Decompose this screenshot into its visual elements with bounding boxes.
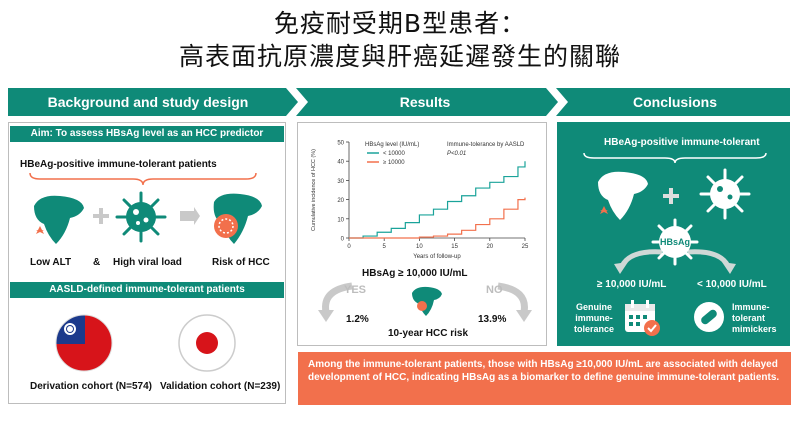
banner-conclusions: Conclusions — [632, 94, 717, 110]
derivation-label: Derivation cohort (N=574) — [30, 381, 152, 392]
virus-white-icon — [699, 168, 751, 220]
annotation-p: P<0.01 — [447, 151, 466, 157]
middle-panel — [297, 122, 547, 346]
risk-label: 10-year HCC risk — [388, 328, 469, 339]
page-title-line2: 高表面抗原濃度與肝癌延遲發生的關聯 — [178, 42, 621, 71]
yes-no-arrows — [318, 282, 532, 322]
aasld-bar: AASLD-defined immune-tolerant patients — [10, 282, 284, 298]
banner-arrows — [8, 88, 790, 116]
plus-icon — [93, 208, 109, 224]
low-alt-label: Low ALT — [30, 257, 72, 268]
incidence-chart: 0 10 20 30 40 50 0 5 10 15 20 25 Years of follow-up C… — [311, 141, 529, 261]
series-line-0 — [349, 161, 526, 239]
banner-background: Background and study design — [47, 94, 249, 110]
no-percent: 13.9% — [478, 314, 507, 325]
validation-label: Validation cohort (N=239) — [160, 381, 281, 392]
high-threshold-label: ≥ 10,000 IU/mL — [597, 279, 667, 290]
y-tick-label: 40 — [337, 160, 344, 166]
liver-white-icon — [598, 171, 648, 220]
hbsag-label: HBsAg — [660, 237, 691, 247]
liver-tumor-icon — [213, 193, 262, 244]
plus-white-icon — [663, 188, 679, 204]
liver-small-icon — [412, 286, 442, 316]
y-axis-label: Cumulative incidence of HCC (%) — [311, 149, 317, 231]
no-label: NO — [486, 284, 503, 296]
patients-label: HBeAg-positive immune-tolerant patients — [20, 159, 217, 170]
conclusion-bracket — [583, 152, 767, 164]
banner-results: Results — [399, 94, 451, 110]
low-threshold-label: < 10,000 IU/mL — [697, 279, 767, 290]
bracket — [29, 172, 257, 186]
virus-icon — [115, 191, 167, 243]
conclusion-header: HBeAg-positive immune-tolerant — [604, 137, 760, 148]
risk-hcc-label: Risk of HCC — [212, 257, 270, 268]
legend-label-0: < 10000 — [383, 151, 406, 157]
yes-label: YES — [344, 284, 367, 296]
amp-label: & — [93, 257, 101, 268]
pill-icon — [694, 302, 724, 332]
page-title-line1: 免疫耐受期B型患者： — [273, 9, 527, 38]
legend-label-1: ≥ 10000 — [383, 160, 405, 166]
x-tick-label: 5 — [383, 244, 387, 250]
x-tick-label: 10 — [416, 244, 423, 250]
x-axis-label: Years of follow-up — [413, 254, 461, 260]
yes-percent: 1.2% — [346, 314, 369, 325]
x-tick-label: 0 — [347, 244, 351, 250]
y-tick-label: 0 — [341, 237, 345, 243]
y-tick-label: 20 — [337, 198, 344, 204]
taiwan-flag-icon — [55, 314, 113, 372]
annotation-title: Immune-tolerance by AASLD — [447, 142, 525, 148]
y-tick-label: 50 — [337, 141, 344, 147]
legend-title: HBsAg level (IU/mL) — [365, 142, 419, 148]
x-tick-label: 15 — [451, 244, 458, 250]
x-tick-label: 25 — [522, 244, 529, 250]
threshold-label: HBsAg ≥ 10,000 IU/mL — [362, 268, 468, 279]
viral-load-label: High viral load — [113, 257, 182, 268]
left-panel — [8, 122, 286, 404]
genuine-label: Genuine immune- tolerance — [573, 302, 615, 334]
liver-icon — [34, 195, 84, 244]
series-line-1 — [349, 197, 526, 239]
arrow-right-icon — [180, 207, 200, 225]
aim-bar: Aim: To assess HBsAg level as an HCC pre… — [10, 126, 284, 142]
calendar-check-icon — [625, 300, 660, 336]
mimickers-label: Immune- tolerant mimickers — [732, 302, 777, 334]
hbsag-badge-icon — [614, 218, 736, 274]
y-tick-label: 30 — [337, 179, 344, 185]
japan-flag-icon — [178, 314, 236, 372]
summary-box: Among the immune-tolerant patients, thos… — [298, 352, 791, 405]
x-tick-label: 20 — [486, 244, 493, 250]
y-tick-label: 10 — [337, 217, 344, 223]
